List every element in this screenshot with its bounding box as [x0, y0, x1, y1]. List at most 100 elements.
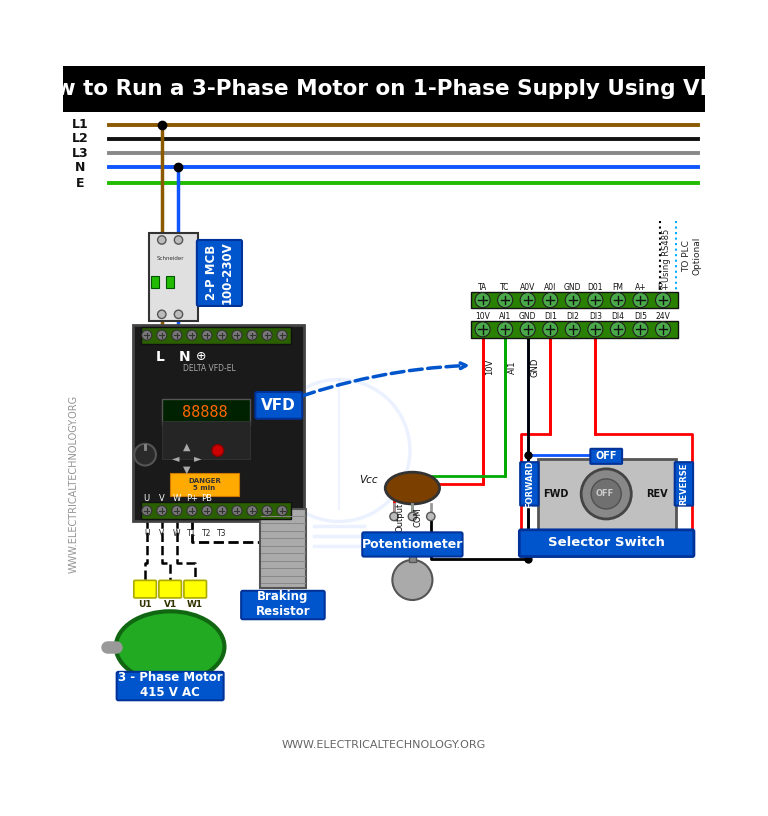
- Circle shape: [498, 322, 513, 337]
- Circle shape: [232, 330, 242, 340]
- Text: V: V: [159, 529, 164, 538]
- Circle shape: [262, 330, 272, 340]
- Text: N: N: [74, 161, 85, 174]
- Text: L1: L1: [71, 118, 88, 131]
- Circle shape: [581, 469, 631, 519]
- Ellipse shape: [386, 472, 439, 504]
- Circle shape: [157, 506, 167, 516]
- FancyBboxPatch shape: [117, 672, 223, 700]
- Text: DI1: DI1: [544, 313, 557, 322]
- Text: PB: PB: [201, 494, 213, 503]
- Circle shape: [565, 322, 581, 337]
- Text: VFD: VFD: [261, 398, 296, 413]
- Text: W: W: [173, 494, 181, 503]
- Text: DI2: DI2: [566, 313, 579, 322]
- Bar: [409, 543, 415, 561]
- Text: TC: TC: [501, 283, 510, 292]
- Circle shape: [217, 330, 227, 340]
- Bar: [162, 421, 250, 459]
- Text: Using RS485: Using RS485: [662, 229, 671, 282]
- Text: DI3: DI3: [589, 313, 602, 322]
- Bar: [471, 292, 678, 308]
- Circle shape: [611, 322, 625, 337]
- FancyBboxPatch shape: [362, 532, 462, 557]
- Circle shape: [475, 322, 490, 337]
- Text: GND: GND: [519, 313, 536, 322]
- Circle shape: [277, 330, 287, 340]
- Text: ⊕: ⊕: [196, 350, 207, 363]
- Circle shape: [157, 310, 166, 318]
- Text: A0V: A0V: [520, 283, 535, 292]
- Text: FORWARD: FORWARD: [525, 460, 534, 508]
- Text: REV: REV: [647, 489, 668, 499]
- Text: Braking
Resistor: Braking Resistor: [256, 590, 310, 619]
- Text: T3: T3: [217, 529, 227, 538]
- Text: TA: TA: [478, 283, 487, 292]
- Circle shape: [409, 512, 416, 521]
- Text: A+: A+: [634, 283, 647, 292]
- Text: ◄: ◄: [172, 453, 180, 463]
- Text: OFF: OFF: [595, 490, 614, 499]
- Bar: [149, 233, 197, 321]
- Text: 3 - Phase Motor
415 V AC: 3 - Phase Motor 415 V AC: [118, 672, 223, 699]
- Circle shape: [591, 479, 621, 509]
- Circle shape: [588, 322, 603, 337]
- Bar: [170, 473, 239, 496]
- Text: Vcc: Vcc: [359, 475, 379, 485]
- Text: WWW.ELECTRICALTECHNOLOGY.ORG: WWW.ELECTRICALTECHNOLOGY.ORG: [68, 395, 78, 573]
- Text: GND: GND: [530, 357, 539, 377]
- Bar: [538, 459, 676, 530]
- FancyBboxPatch shape: [675, 462, 693, 506]
- Ellipse shape: [116, 611, 224, 682]
- Circle shape: [633, 322, 648, 337]
- Text: OFF: OFF: [595, 451, 617, 461]
- Text: DANGER
5 min: DANGER 5 min: [188, 478, 221, 491]
- Text: Selector Switch: Selector Switch: [548, 536, 664, 549]
- Circle shape: [134, 444, 156, 465]
- Bar: [471, 321, 678, 338]
- Bar: [166, 276, 174, 287]
- Circle shape: [633, 293, 648, 308]
- Text: Schneider: Schneider: [157, 256, 184, 261]
- Text: 2-P MCB
100-230V: 2-P MCB 100-230V: [205, 242, 233, 304]
- Circle shape: [565, 293, 581, 308]
- Text: L2: L2: [71, 132, 88, 145]
- Circle shape: [232, 506, 242, 516]
- Text: ▼: ▼: [183, 464, 190, 475]
- Text: D01: D01: [588, 283, 603, 292]
- Text: U1: U1: [138, 600, 152, 609]
- Text: Potentiometer: Potentiometer: [362, 538, 463, 551]
- Bar: [133, 325, 304, 521]
- FancyBboxPatch shape: [184, 580, 207, 598]
- Bar: [141, 503, 291, 519]
- Text: A0I: A0I: [544, 283, 557, 292]
- Circle shape: [174, 236, 183, 244]
- Text: E: E: [76, 176, 84, 189]
- Text: FWD: FWD: [544, 489, 569, 499]
- Text: FM: FM: [612, 283, 624, 292]
- Circle shape: [157, 236, 166, 244]
- FancyBboxPatch shape: [520, 462, 538, 506]
- Circle shape: [277, 506, 287, 516]
- Text: V: V: [159, 494, 164, 503]
- Circle shape: [392, 560, 432, 600]
- Text: ►: ►: [194, 453, 201, 463]
- FancyBboxPatch shape: [197, 240, 242, 306]
- Text: U: U: [144, 494, 150, 503]
- Text: DI5: DI5: [634, 313, 647, 322]
- Bar: [63, 66, 705, 112]
- Circle shape: [611, 293, 625, 308]
- Text: Output: Output: [396, 503, 405, 532]
- Text: 88888: 88888: [183, 405, 228, 419]
- Circle shape: [656, 322, 670, 337]
- Text: T1: T1: [187, 529, 197, 538]
- Circle shape: [142, 506, 152, 516]
- Text: AI1: AI1: [499, 313, 511, 322]
- Text: B+: B+: [657, 283, 669, 292]
- FancyBboxPatch shape: [255, 392, 302, 419]
- FancyBboxPatch shape: [241, 591, 325, 619]
- Text: 10V: 10V: [475, 313, 490, 322]
- FancyBboxPatch shape: [159, 580, 181, 598]
- Circle shape: [212, 445, 223, 456]
- FancyBboxPatch shape: [519, 530, 694, 557]
